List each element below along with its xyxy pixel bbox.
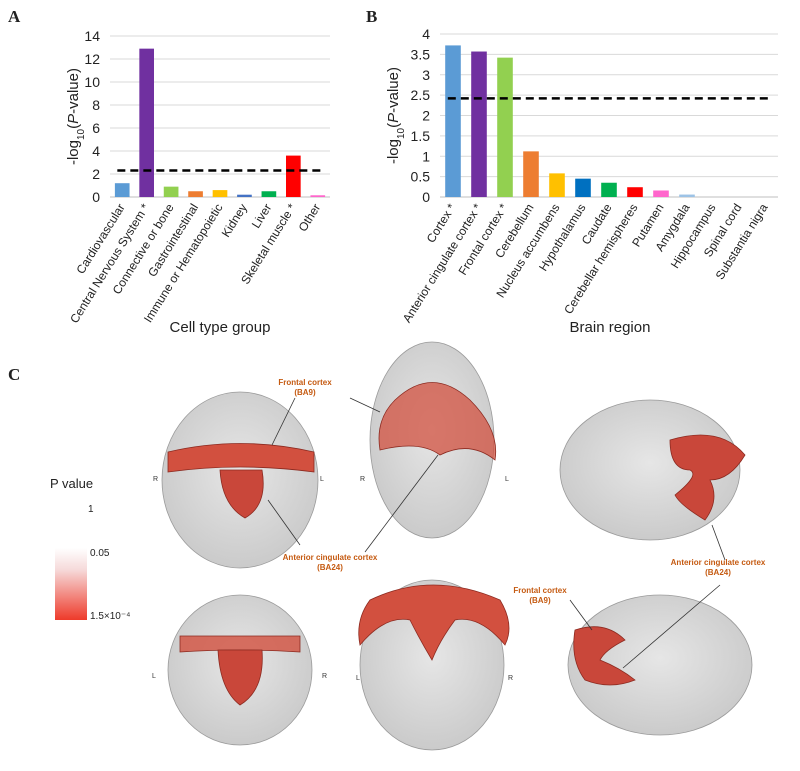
annotation: Anterior cingulate cortex (BA24) bbox=[283, 553, 378, 572]
y-tick-label: 1 bbox=[422, 148, 430, 164]
bar bbox=[471, 51, 487, 198]
bar bbox=[310, 195, 326, 197]
bar bbox=[163, 186, 179, 197]
legend-label: 1.5×10⁻⁴ bbox=[90, 611, 130, 622]
bar bbox=[286, 155, 301, 197]
y-axis-label: -log10(P-value) bbox=[385, 67, 407, 164]
legend-label: 0.05 bbox=[90, 548, 110, 559]
y-tick-label: 2 bbox=[92, 166, 100, 182]
y-tick-label: 2.5 bbox=[411, 87, 431, 103]
y-axis-label-part: -log bbox=[65, 140, 82, 165]
annotation-line: (BA24) bbox=[317, 563, 343, 572]
y-axis-label-part: P bbox=[385, 113, 402, 123]
annotation: Anterior cingulate cortex (BA24) bbox=[671, 558, 766, 577]
bar bbox=[212, 190, 228, 197]
y-tick-label: 0 bbox=[422, 189, 430, 205]
annotation-line: Frontal cortex bbox=[513, 586, 567, 595]
bar bbox=[261, 191, 277, 197]
annotation-line: Anterior cingulate cortex bbox=[283, 553, 378, 562]
orientation-label: R bbox=[360, 476, 365, 483]
bar bbox=[445, 45, 461, 197]
orientation-label: L bbox=[356, 675, 360, 682]
orientation-label: L bbox=[152, 673, 156, 680]
brain-images bbox=[161, 341, 753, 751]
orientation-label: R bbox=[508, 675, 513, 682]
bar bbox=[523, 151, 539, 197]
p-value-colorbar bbox=[55, 548, 87, 620]
y-axis-label-part: 10 bbox=[396, 127, 407, 139]
y-axis-label-part: 10 bbox=[76, 128, 87, 140]
y-tick-label: 8 bbox=[92, 97, 100, 113]
annotation-line: (BA9) bbox=[529, 596, 551, 605]
orientation-label: L bbox=[505, 476, 509, 483]
annotation-line: Frontal cortex bbox=[278, 378, 332, 387]
bar bbox=[679, 194, 695, 197]
orientation-label: R bbox=[322, 673, 327, 680]
y-tick-label: 4 bbox=[422, 26, 430, 42]
y-axis-label-part: P bbox=[65, 114, 82, 124]
y-tick-label: 4 bbox=[92, 143, 100, 159]
y-tick-label: 10 bbox=[84, 74, 100, 90]
y-tick-label: 14 bbox=[84, 28, 100, 44]
panel-label: C bbox=[8, 365, 20, 384]
annotation-line: (BA24) bbox=[705, 568, 731, 577]
x-axis-label: Cell type group bbox=[170, 319, 271, 336]
y-tick-label: 0.5 bbox=[411, 169, 431, 185]
y-axis-label: -log10(P-value) bbox=[65, 68, 87, 165]
legend-label: 1 bbox=[88, 504, 94, 515]
annotation-arrows bbox=[267, 397, 726, 669]
bar bbox=[575, 178, 591, 197]
annotation-line: Anterior cingulate cortex bbox=[671, 558, 766, 567]
bar bbox=[627, 187, 643, 197]
y-tick-label: 6 bbox=[92, 120, 100, 136]
y-axis-label-part: -value) bbox=[65, 68, 82, 114]
x-axis-label: Brain region bbox=[570, 319, 651, 336]
bar bbox=[114, 183, 130, 197]
y-axis-label-part: ( bbox=[385, 123, 402, 128]
bar bbox=[653, 190, 669, 197]
bar bbox=[188, 191, 203, 197]
y-axis-label-part: -log bbox=[385, 139, 402, 164]
y-tick-label: 3 bbox=[422, 67, 430, 83]
x-tick-label: Kidney bbox=[219, 201, 250, 240]
orientation-label: R bbox=[153, 476, 158, 483]
orientation-label: L bbox=[320, 476, 324, 483]
annotation: Frontal cortex (BA9) bbox=[278, 378, 332, 397]
panel-label: A bbox=[8, 7, 21, 26]
bar bbox=[601, 182, 617, 197]
x-tick-label: Other bbox=[296, 201, 324, 234]
bar bbox=[549, 173, 565, 197]
y-axis-label-part: -value) bbox=[385, 67, 402, 113]
y-tick-label: 12 bbox=[84, 51, 100, 67]
panel-label: B bbox=[366, 7, 377, 26]
bar bbox=[237, 194, 252, 197]
y-axis-label-part: ( bbox=[65, 124, 82, 129]
bar bbox=[497, 57, 513, 198]
bar bbox=[139, 48, 154, 198]
legend-title: P value bbox=[50, 476, 93, 491]
y-tick-label: 1.5 bbox=[411, 128, 431, 144]
y-tick-label: 3.5 bbox=[411, 46, 431, 62]
y-tick-label: 0 bbox=[92, 189, 100, 205]
annotation-line: (BA9) bbox=[294, 388, 316, 397]
y-tick-label: 2 bbox=[422, 108, 430, 124]
annotation: Frontal cortex (BA9) bbox=[513, 586, 567, 605]
